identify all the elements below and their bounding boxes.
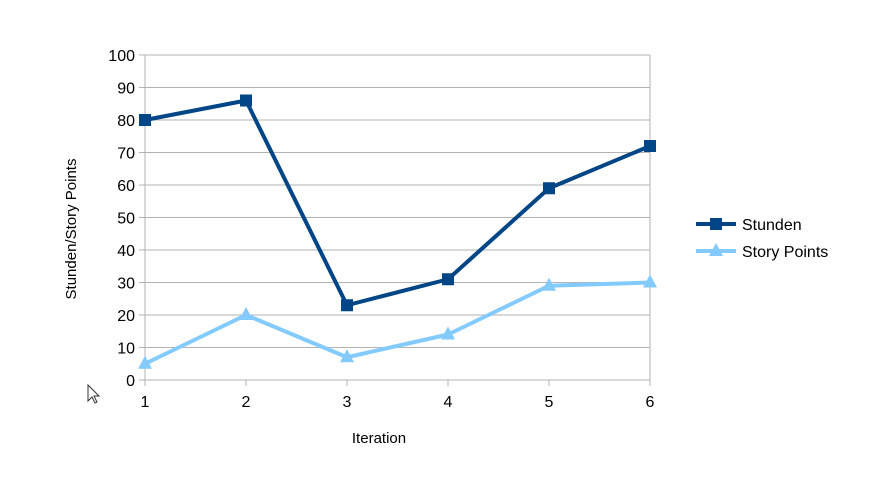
plot-series (138, 94, 657, 369)
series-line (144, 98, 651, 308)
tick-labels: 0 10 20 30 40 50 60 70 80 90 100 1 2 3 4 5 6 (108, 48, 654, 411)
y-tick-label: 30 (117, 276, 135, 293)
y-tick-label: 80 (117, 113, 135, 130)
data-point-marker (543, 182, 555, 195)
x-tick-label: 4 (444, 394, 453, 411)
y-tick-label: 90 (117, 81, 135, 98)
y-tick-label: 10 (117, 341, 135, 358)
mouse-cursor-icon (87, 383, 101, 404)
y-tick-label: 60 (117, 178, 135, 195)
data-point-marker (240, 94, 252, 107)
x-axis-title: Iteration (352, 430, 406, 447)
x-tick-label: 5 (545, 394, 554, 411)
series-story-points (138, 274, 657, 369)
x-tick-label: 6 (646, 394, 655, 411)
x-tick-label: 2 (242, 394, 251, 411)
y-tick-label: 50 (117, 211, 135, 228)
legend-swatch-marker (709, 243, 723, 256)
data-point-marker (442, 273, 454, 286)
y-tick-label: 0 (126, 373, 135, 390)
gridlines (145, 54, 650, 381)
y-tick-label: 40 (117, 243, 135, 260)
y-tick-label: 20 (117, 308, 135, 325)
data-point-marker (340, 349, 354, 363)
data-point-marker (441, 326, 455, 340)
data-point-marker (542, 277, 556, 291)
data-point-marker (643, 274, 657, 288)
legend-label: Stunden (742, 217, 802, 234)
series-stunden (139, 94, 656, 312)
data-point-marker (239, 307, 253, 320)
x-tick-label: 1 (141, 394, 150, 411)
y-tick-label: 70 (117, 146, 135, 163)
data-point-marker (341, 299, 353, 312)
data-point-marker (644, 140, 656, 152)
y-tick-label: 100 (108, 48, 135, 65)
data-point-marker (138, 355, 152, 369)
data-point-marker (139, 114, 151, 126)
legend-label: Story Points (742, 244, 828, 261)
x-tick-label: 3 (343, 394, 352, 411)
legend: Stunden Story Points (696, 217, 828, 261)
axes (139, 54, 651, 386)
legend-item: Story Points (696, 243, 828, 261)
y-axis-title: Stunden/Story Points (63, 159, 80, 300)
legend-item: Stunden (696, 217, 802, 234)
legend-swatch-marker (710, 218, 722, 230)
series-line (144, 280, 651, 366)
